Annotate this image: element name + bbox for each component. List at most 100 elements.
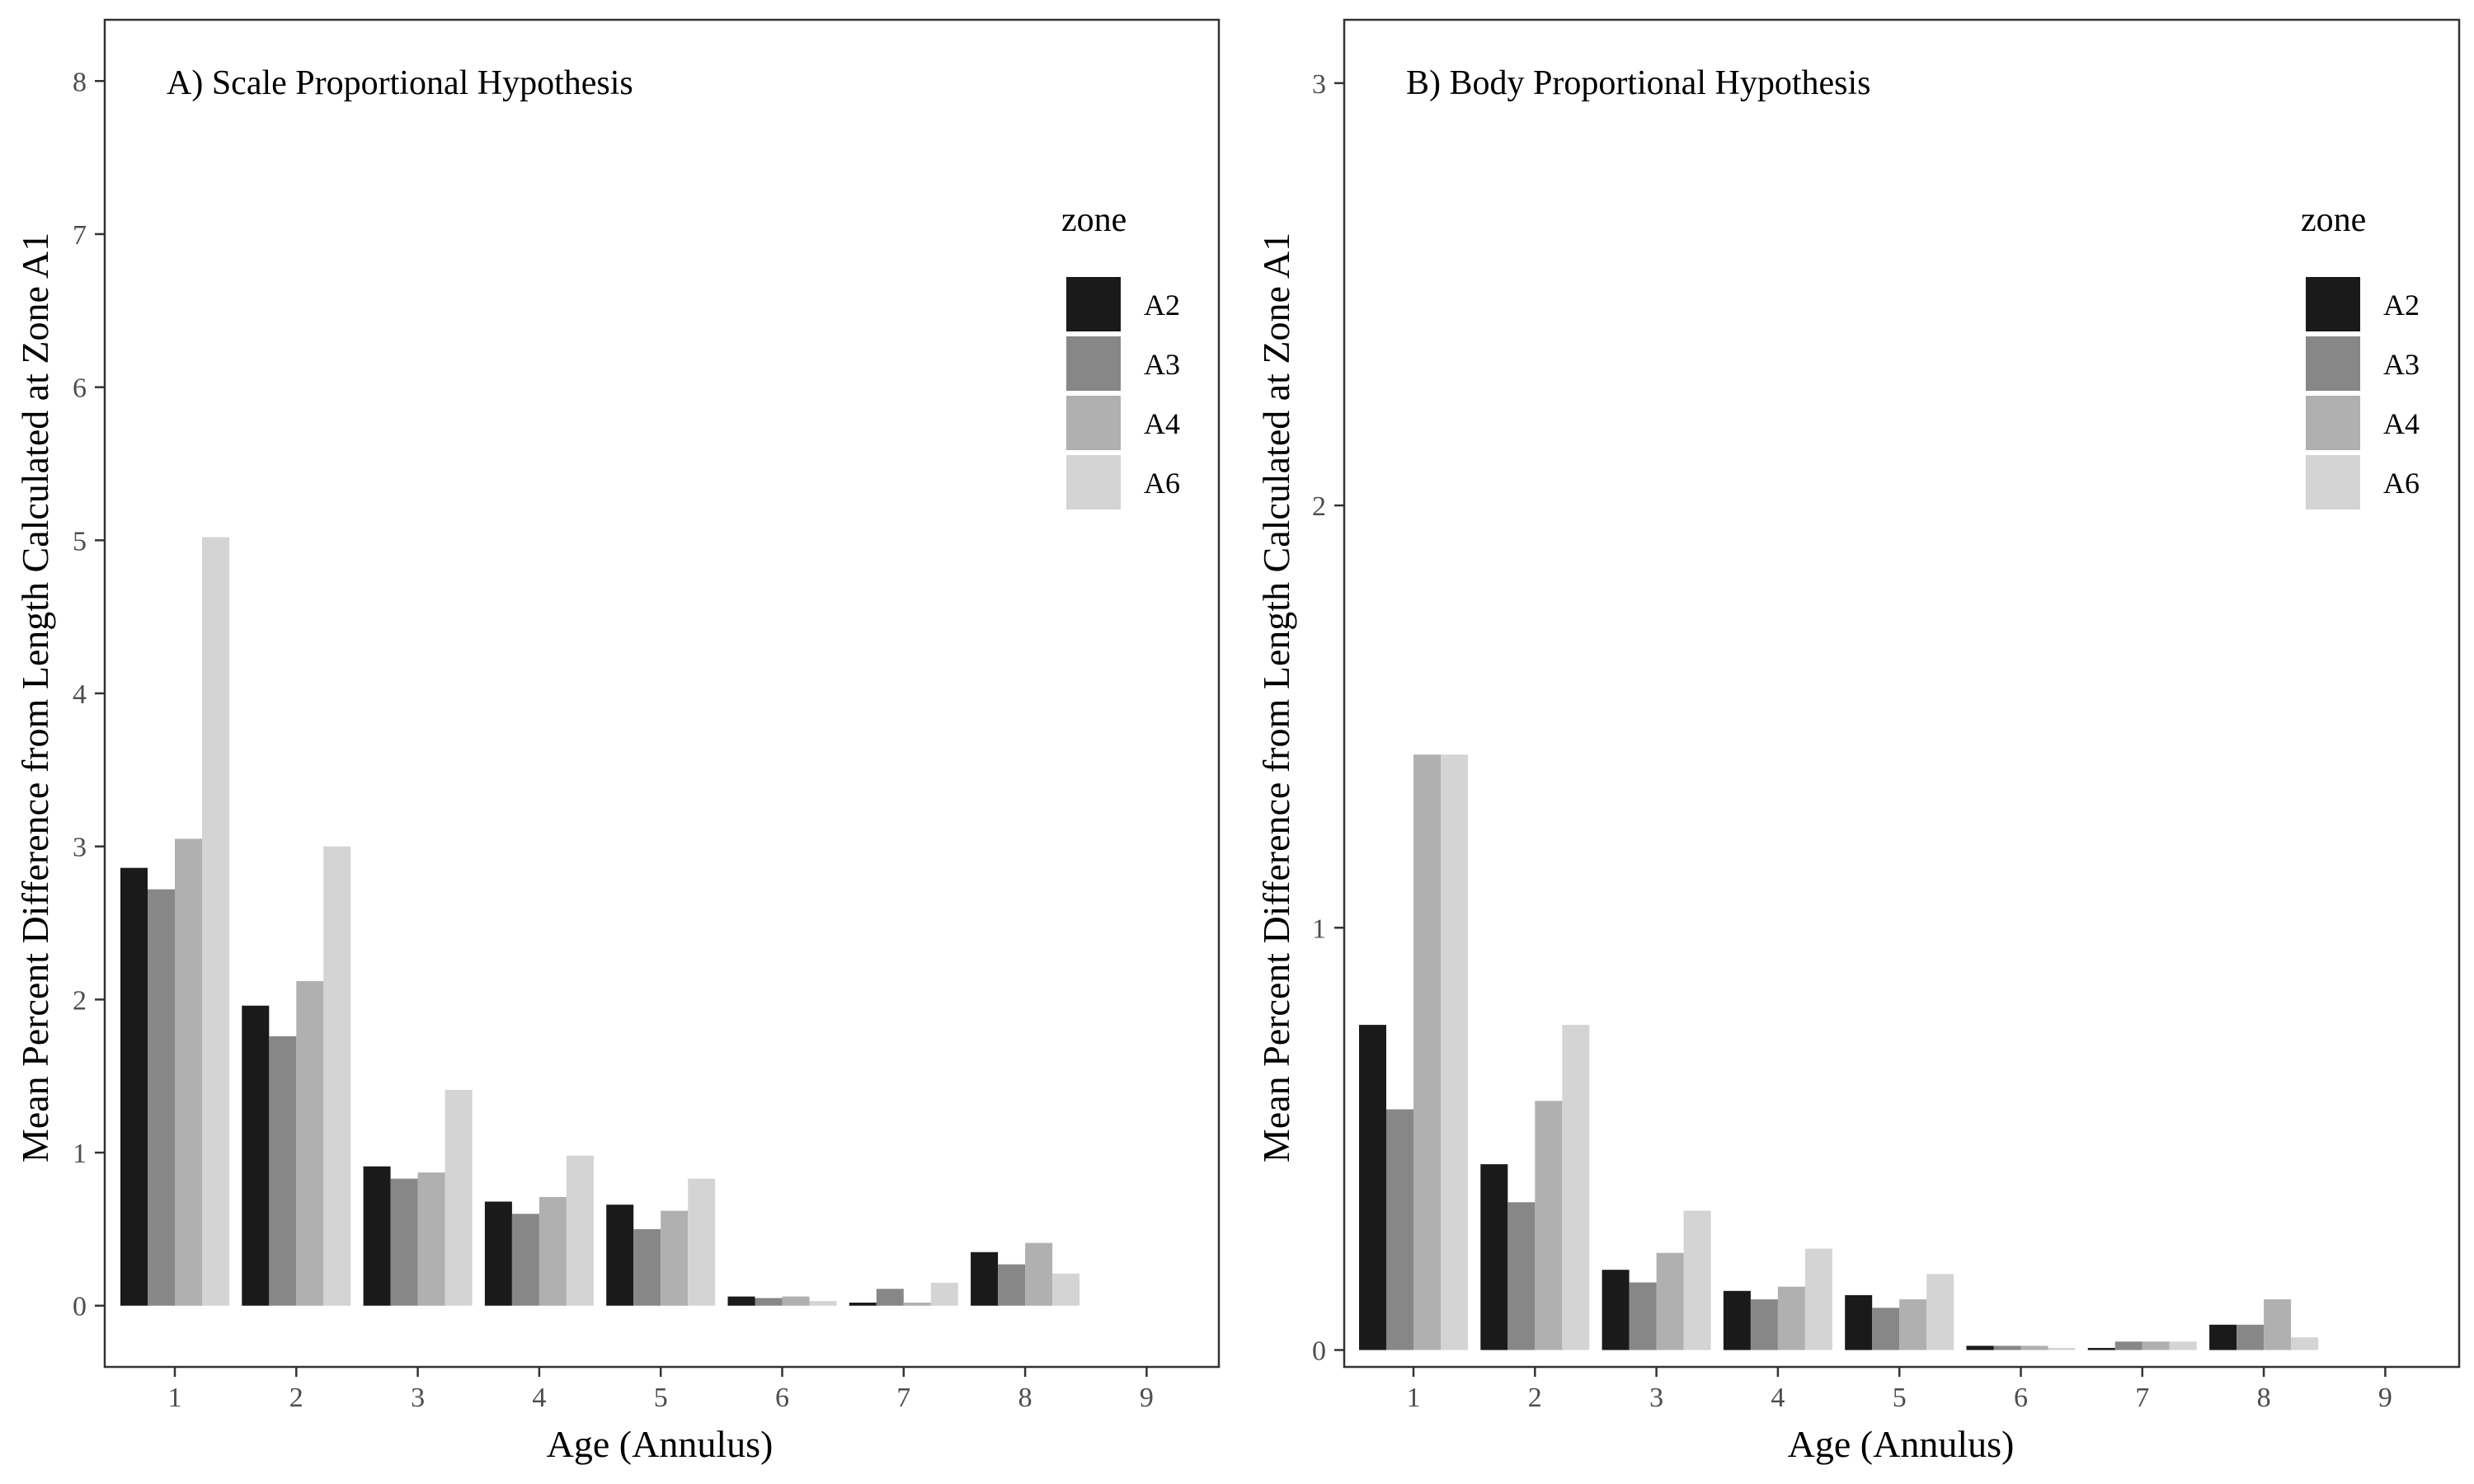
panel-a-x-tick-label-9: 9 [1140,1383,1154,1413]
panel-a-x-tick-label-4: 4 [532,1383,546,1413]
panel-a-y-tick-label-3: 3 [73,833,87,863]
panel-b-bar-a3-age-6 [1993,1345,2021,1350]
panel-a-bar-a2-age-4 [484,1201,512,1306]
panel-b-y-tick-label-3: 3 [1312,69,1326,100]
panel-b-bar-a6-age-7 [2169,1341,2197,1350]
panel-b-x-tick-label-7: 7 [2135,1383,2149,1413]
panel-a-y-tick-label-1: 1 [73,1139,87,1169]
panel-a-legend-label-a2: A2 [1144,289,1180,322]
panel-b-bar-a2-age-7 [2087,1347,2115,1350]
panel-a-bar-a2-age-5 [606,1205,634,1306]
panel-b-bar-a6-age-2 [1562,1025,1590,1350]
panel-b-bar-a2-age-2 [1480,1164,1508,1350]
panel-a-x-axis-title: Age (Annulus) [547,1423,774,1465]
panel-b-legend-key-a3 [2306,336,2360,391]
panel-a-bar-a4-age-2 [296,981,324,1306]
panel-a: Mean Percent Difference from Length Calc… [14,18,1221,1465]
panel-b-bar-a4-age-7 [2142,1341,2170,1350]
panel-b-y-tick-label-0: 0 [1312,1336,1326,1367]
panel-a-legend-key-a4 [1066,396,1121,450]
panel-a-bar-a2-age-8 [971,1252,999,1306]
panel-a-bar-a3-age-6 [755,1298,783,1306]
panel-b-bar-a4-age-1 [1413,754,1441,1350]
panel-a-bar-a4-age-4 [539,1196,567,1306]
panel-a-title: A) Scale Proportional Hypothesis [167,64,633,102]
panel-b-bar-a4-age-5 [1899,1299,1927,1350]
panel-b-bar-a6-age-5 [1926,1274,1954,1350]
panel-a-bar-a6-age-2 [323,846,351,1306]
panel-a-bar-a3-age-1 [148,889,175,1306]
panel-b-bar-a4-age-6 [2020,1345,2048,1350]
panel-b-bar-a2-age-1 [1359,1025,1386,1350]
panel-b-y-tick-label-1: 1 [1312,913,1326,944]
panel-b-legend-label-a6: A6 [2383,467,2420,500]
panel-a-bar-a6-age-8 [1052,1273,1080,1306]
panel-b-legend-label-a2: A2 [2383,289,2420,322]
panel-a-bar-a2-age-2 [242,1005,270,1306]
panel-a-x-tick-label-8: 8 [1018,1383,1032,1413]
panel-a-legend-title: zone [1061,201,1126,239]
panel-a-bar-a4-age-5 [661,1210,689,1306]
panel-b-x-tick-label-8: 8 [2257,1383,2271,1413]
panel-a-legend-key-a2 [1066,277,1121,331]
panel-b-x-tick-label-5: 5 [1893,1383,1907,1413]
panel-b-y-axis-title: Mean Percent Difference from Length Calc… [1255,232,1297,1162]
panel-a-legend-key-a3 [1066,336,1121,391]
panel-a-bar-a3-age-2 [269,1036,297,1306]
panel-b-bar-a6-age-1 [1441,754,1468,1350]
panel-a-bar-a2-age-3 [363,1166,391,1306]
panel-a-bar-a4-age-1 [175,838,202,1306]
panel-a-x-tick-label-3: 3 [411,1383,425,1413]
panel-a-bar-a2-age-7 [849,1303,877,1306]
panel-b-legend-key-a6 [2306,455,2360,510]
panel-b-bar-a3-age-5 [1872,1308,1900,1350]
panel-a-bar-a4-age-6 [782,1296,810,1306]
panel-b-bar-a4-age-4 [1777,1286,1805,1350]
panel-a-legend-label-a4: A4 [1144,407,1180,440]
panel-a-bar-a6-age-4 [566,1155,594,1306]
panel-b-bar-a3-age-8 [2236,1324,2265,1350]
panel-b-bar-a6-age-3 [1683,1210,1711,1350]
panel-b-bar-a2-age-4 [1723,1290,1751,1350]
panel-a-bar-a3-age-4 [511,1214,539,1306]
panel-b-x-tick-label-1: 1 [1407,1383,1421,1413]
panel-b-x-tick-label-9: 9 [2378,1383,2392,1413]
panel-a-y-tick-label-5: 5 [73,526,87,556]
panel-a-bar-a3-age-7 [876,1289,904,1306]
panel-a-x-tick-label-2: 2 [289,1383,303,1413]
panel-b-bar-a3-age-3 [1629,1282,1657,1350]
panel-b-x-tick-label-6: 6 [2014,1383,2028,1413]
panel-b-bar-a2-age-5 [1845,1294,1873,1350]
panel-b-bar-a3-age-7 [2114,1341,2142,1350]
panel-b-bar-a2-age-6 [1966,1345,1994,1350]
panel-b-bar-a4-age-3 [1656,1252,1684,1350]
panel-b-bar-a2-age-3 [1602,1270,1630,1350]
panel-a-legend-label-a3: A3 [1144,348,1180,381]
panel-b-y-tick-label-2: 2 [1312,491,1326,522]
panel-a-x-tick-label-6: 6 [775,1383,789,1413]
panel-a-legend-key-a6 [1066,455,1121,510]
panel-b-legend-key-a2 [2306,277,2360,331]
panel-b-bar-a6-age-4 [1804,1248,1832,1350]
panel-b-title: B) Body Proportional Hypothesis [1406,64,1871,102]
panel-b: Mean Percent Difference from Length Calc… [1255,18,2461,1465]
panel-b-x-tick-label-3: 3 [1649,1383,1663,1413]
panel-a-bar-a4-age-7 [903,1303,931,1306]
panel-a-bar-a6-age-1 [202,537,229,1306]
panel-b-plot: 0 1 2 3 1 2 3 4 5 6 7 8 9 B) Body Proportional Hypoth… [1312,18,2461,1413]
panel-a-x-tick-label-7: 7 [896,1383,910,1413]
panel-a-bar-a2-age-1 [120,867,148,1306]
panel-a-y-tick-label-6: 6 [73,373,87,404]
panel-b-bar-a6-age-6 [2048,1347,2076,1350]
panel-a-bar-a4-age-8 [1025,1242,1053,1306]
panel-a-bar-a3-age-3 [390,1178,418,1306]
panel-a-bar-a6-age-7 [930,1282,958,1306]
panel-a-x-tick-label-5: 5 [654,1383,668,1413]
panel-a-bar-a6-age-3 [444,1089,473,1306]
panel-b-panel-border [1343,18,2461,1369]
panel-b-legend-title: zone [2301,201,2366,239]
panel-b-bar-a2-age-8 [2209,1324,2237,1350]
panel-a-bar-a4-age-3 [417,1172,445,1306]
panel-b-x-tick-label-2: 2 [1528,1383,1542,1413]
